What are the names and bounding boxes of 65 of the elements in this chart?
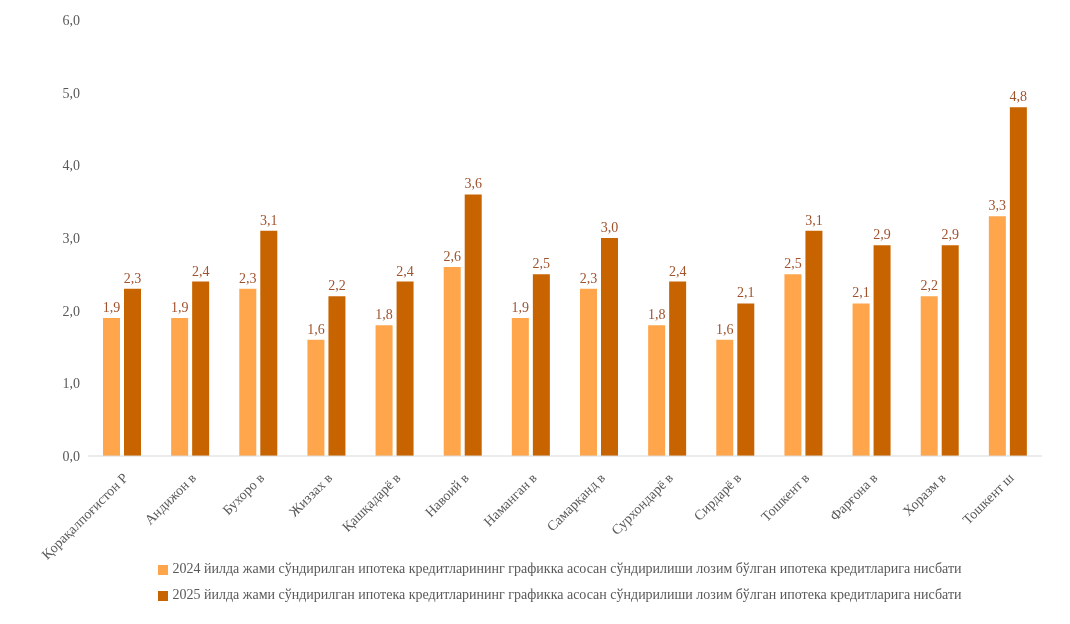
data-label: 1,8 bbox=[647, 307, 666, 323]
bar bbox=[648, 325, 666, 456]
bar bbox=[873, 245, 891, 456]
data-label: 2,5 bbox=[784, 256, 802, 272]
y-tick-label: 6,0 bbox=[62, 12, 80, 28]
data-label: 3,1 bbox=[805, 212, 823, 228]
bar bbox=[737, 303, 755, 456]
data-label: 2,1 bbox=[852, 285, 870, 301]
y-tick-label: 2,0 bbox=[62, 303, 80, 319]
y-tick-label: 3,0 bbox=[62, 230, 80, 246]
y-tick-label: 4,0 bbox=[62, 158, 80, 174]
data-label: 2,2 bbox=[328, 278, 346, 294]
bar bbox=[784, 274, 802, 456]
data-label: 4,8 bbox=[1009, 89, 1028, 105]
y-tick-label: 5,0 bbox=[62, 85, 80, 101]
data-label: 2,6 bbox=[443, 249, 461, 265]
data-label: 1,9 bbox=[170, 299, 189, 315]
bar bbox=[852, 303, 870, 456]
bar bbox=[328, 296, 346, 456]
data-label: 1,6 bbox=[716, 321, 734, 337]
data-label: 2,9 bbox=[941, 227, 959, 243]
data-label: 2,4 bbox=[668, 263, 687, 279]
data-label: 2,4 bbox=[191, 263, 210, 279]
data-label: 3,1 bbox=[260, 212, 278, 228]
data-label: 1,8 bbox=[375, 307, 393, 323]
bar bbox=[805, 230, 823, 456]
legend-label: 2025 йилда жами сўндирилган ипотека кредитларининг графикка асосан сўндирилиши лозим бўлган ипотека кредитларига нисбати bbox=[172, 587, 962, 602]
bar bbox=[375, 325, 393, 456]
data-label: 2,3 bbox=[239, 270, 257, 286]
data-label: 3,6 bbox=[464, 176, 482, 192]
bar bbox=[941, 245, 959, 456]
bar bbox=[1009, 107, 1027, 456]
data-label: 3,0 bbox=[600, 220, 619, 235]
data-label: 2,4 bbox=[396, 263, 414, 279]
bar bbox=[239, 288, 257, 456]
bar bbox=[988, 216, 1006, 456]
bar bbox=[307, 339, 325, 456]
bar bbox=[443, 267, 461, 456]
bar bbox=[532, 274, 550, 456]
bar bbox=[171, 317, 189, 456]
legend-label: 2024 йилда жами сўндирилган ипотека кредитларининг графикка асосан сўндирилиши лозим бўлган ипотека кредитларига нисбати bbox=[172, 561, 962, 576]
data-label: 2,1 bbox=[737, 285, 755, 301]
data-label: 2,3 bbox=[579, 270, 598, 286]
data-label: 2,9 bbox=[873, 227, 891, 243]
bar bbox=[464, 194, 482, 456]
data-label: 2,3 bbox=[123, 270, 142, 286]
bar bbox=[103, 317, 120, 456]
bar bbox=[716, 339, 734, 456]
bar bbox=[396, 281, 414, 456]
data-label: 1,9 bbox=[511, 299, 530, 315]
data-label: 3,3 bbox=[988, 198, 1007, 214]
bar bbox=[580, 288, 597, 456]
bar bbox=[260, 230, 278, 456]
bar bbox=[669, 281, 687, 456]
bar bbox=[192, 281, 210, 456]
bar bbox=[124, 288, 141, 456]
data-label: 1,6 bbox=[307, 321, 325, 337]
bar bbox=[601, 238, 618, 456]
data-label: 2,2 bbox=[920, 278, 938, 294]
bar bbox=[920, 296, 938, 456]
data-label: 2,5 bbox=[532, 256, 551, 272]
y-tick-label: 0,0 bbox=[62, 448, 80, 464]
data-label: 1,9 bbox=[102, 299, 121, 315]
y-tick-label: 1,0 bbox=[62, 376, 80, 392]
bar bbox=[511, 317, 529, 456]
